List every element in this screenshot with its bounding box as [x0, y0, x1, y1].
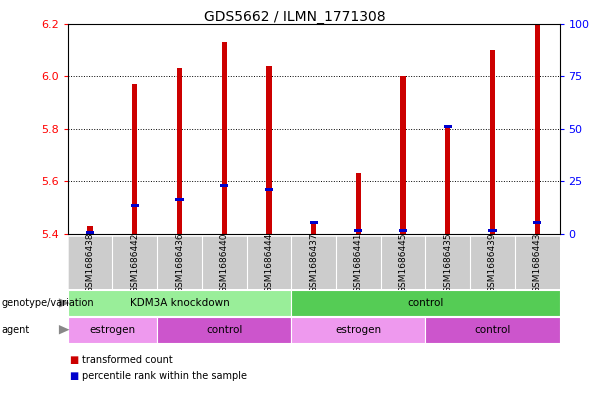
Bar [310, 221, 317, 224]
Bar [292, 317, 425, 343]
Bar [355, 229, 362, 232]
Bar [131, 204, 139, 207]
Bar [220, 184, 229, 187]
Bar [86, 231, 94, 235]
Text: GSM1686441: GSM1686441 [354, 232, 363, 292]
Bar [444, 125, 452, 128]
Text: genotype/variation: genotype/variation [1, 298, 94, 308]
Bar [221, 42, 227, 234]
Text: GSM1686444: GSM1686444 [264, 232, 273, 292]
Bar [266, 66, 272, 234]
Bar [488, 229, 497, 232]
Text: GSM1686438: GSM1686438 [85, 232, 95, 293]
Text: transformed count: transformed count [82, 355, 173, 365]
Text: GSM1686443: GSM1686443 [532, 232, 542, 292]
Text: GSM1686442: GSM1686442 [130, 232, 140, 292]
Text: estrogen: estrogen [335, 325, 382, 335]
Bar [132, 84, 137, 234]
Bar [490, 50, 495, 234]
Text: GSM1686440: GSM1686440 [220, 232, 229, 292]
Text: GSM1686435: GSM1686435 [444, 232, 452, 293]
Text: control: control [407, 298, 444, 308]
Bar [68, 290, 292, 316]
Bar [356, 173, 361, 234]
Bar [399, 229, 407, 232]
Text: agent: agent [1, 325, 29, 335]
Bar [265, 187, 273, 191]
Text: ■: ■ [70, 371, 79, 381]
Bar [157, 317, 292, 343]
Bar [311, 221, 316, 234]
Polygon shape [59, 325, 70, 334]
Text: GSM1686437: GSM1686437 [309, 232, 318, 293]
Text: control: control [206, 325, 243, 335]
Text: GSM1686436: GSM1686436 [175, 232, 184, 293]
Bar [534, 24, 540, 234]
Text: percentile rank within the sample: percentile rank within the sample [82, 371, 247, 381]
Text: control: control [474, 325, 511, 335]
Polygon shape [59, 298, 70, 308]
Text: GDS5662 / ILMN_1771308: GDS5662 / ILMN_1771308 [204, 10, 385, 24]
Text: GSM1686439: GSM1686439 [488, 232, 497, 293]
Bar [68, 317, 157, 343]
Text: ■: ■ [70, 355, 79, 365]
Bar [292, 290, 560, 316]
Bar [533, 221, 541, 224]
Bar [425, 317, 560, 343]
Text: GSM1686445: GSM1686445 [399, 232, 408, 292]
Bar [401, 76, 406, 234]
Text: estrogen: estrogen [90, 325, 135, 335]
Bar [177, 68, 182, 234]
Text: KDM3A knockdown: KDM3A knockdown [130, 298, 229, 308]
Bar [445, 126, 451, 234]
Bar [176, 198, 184, 201]
Bar [87, 226, 93, 234]
